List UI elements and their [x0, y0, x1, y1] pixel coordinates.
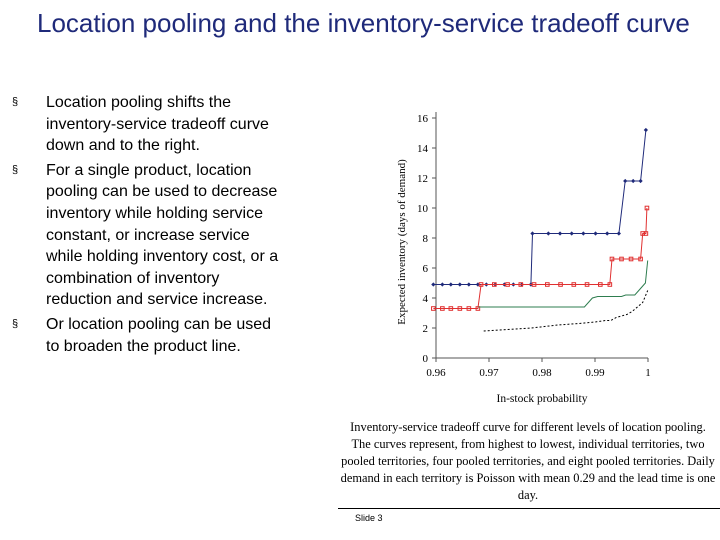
- bullet-item: § Location pooling shifts the inventory-…: [12, 92, 287, 157]
- data-point: [619, 256, 624, 262]
- data-point: [466, 282, 471, 287]
- data-point: [581, 231, 586, 236]
- chart-y-ticks: 0 2 4 6 8 10 12 14 16: [417, 113, 436, 365]
- bullet-list: § Location pooling shifts the inventory-…: [12, 92, 287, 360]
- data-point: [607, 282, 613, 287]
- data-point: [584, 282, 590, 287]
- data-point: [557, 231, 563, 236]
- bullet-text: Or location pooling can be used to broad…: [46, 315, 272, 355]
- y-axis-label: Expected inventory (days of demand): [396, 159, 408, 325]
- bullet-item: § For a single product, location pooling…: [12, 160, 287, 311]
- tradeoff-chart: 0 2 4 6 8 10 12 14 16 0.96 0.97 0.98 0.99 1 Expected…: [396, 112, 651, 405]
- data-point: [605, 231, 610, 236]
- bullet-text: For a single product, location pooling c…: [46, 161, 279, 309]
- data-point: [505, 282, 510, 287]
- slide-number: Slide 3: [355, 513, 383, 523]
- data-point: [448, 282, 453, 287]
- data-point: [466, 306, 472, 311]
- data-point: [644, 205, 650, 211]
- y-tick-label: 8: [423, 233, 429, 245]
- data-point: [631, 178, 636, 184]
- data-point: [518, 282, 524, 287]
- x-tick-label: 0.98: [532, 367, 552, 379]
- data-point: [440, 282, 445, 287]
- series-line: [433, 129, 647, 285]
- x-axis-label: In-stock probability: [496, 393, 587, 405]
- series-line: [433, 207, 648, 309]
- data-point: [545, 282, 550, 287]
- data-point: [558, 282, 563, 287]
- data-point: [643, 231, 649, 236]
- y-tick-label: 0: [423, 353, 429, 365]
- data-point: [643, 127, 649, 133]
- data-point: [431, 306, 436, 311]
- data-point: [638, 256, 643, 262]
- data-point: [638, 178, 643, 184]
- data-point: [609, 256, 615, 262]
- data-point: [571, 282, 577, 287]
- y-tick-label: 6: [423, 263, 429, 275]
- y-tick-label: 2: [423, 323, 429, 335]
- bullet-marker-icon: §: [12, 317, 19, 330]
- series-line: [478, 260, 649, 308]
- y-tick-label: 10: [417, 203, 429, 215]
- chart-x-ticks: 0.96 0.97 0.98 0.99 1: [426, 358, 651, 379]
- data-point: [448, 306, 454, 311]
- data-point: [623, 178, 628, 184]
- bullet-item: § Or location pooling can be used to bro…: [12, 314, 287, 357]
- y-tick-label: 14: [417, 143, 429, 155]
- y-tick-label: 4: [423, 293, 429, 305]
- x-tick-label: 0.97: [479, 367, 499, 379]
- figure-caption: Inventory-service tradeoff curve for dif…: [340, 420, 716, 502]
- chart-axes: [435, 112, 648, 359]
- bullet-marker-icon: §: [12, 163, 19, 176]
- data-point: [478, 282, 484, 287]
- bullet-marker-icon: §: [12, 96, 19, 108]
- data-point: [440, 306, 445, 311]
- data-point: [531, 282, 537, 287]
- x-tick-label: 1: [645, 367, 651, 379]
- data-point: [457, 282, 462, 287]
- data-point: [598, 282, 603, 287]
- footer-divider: [338, 508, 720, 509]
- y-tick-label: 12: [417, 173, 428, 185]
- data-point: [546, 231, 551, 236]
- slide-title: Location pooling and the inventory-servi…: [37, 8, 690, 38]
- x-tick-label: 0.99: [585, 367, 605, 379]
- y-tick-label: 16: [417, 113, 429, 125]
- data-point: [457, 306, 463, 311]
- data-point: [530, 231, 535, 236]
- data-point: [431, 282, 436, 287]
- data-point: [593, 231, 598, 236]
- bullet-text: Location pooling shifts the inventory-se…: [46, 94, 269, 155]
- data-point: [628, 256, 634, 262]
- data-point: [569, 231, 574, 236]
- data-point: [475, 306, 481, 311]
- x-tick-label: 0.96: [426, 367, 446, 379]
- chart-series: [431, 127, 650, 332]
- data-point: [616, 231, 621, 236]
- data-point: [492, 282, 497, 287]
- series-line: [483, 290, 649, 332]
